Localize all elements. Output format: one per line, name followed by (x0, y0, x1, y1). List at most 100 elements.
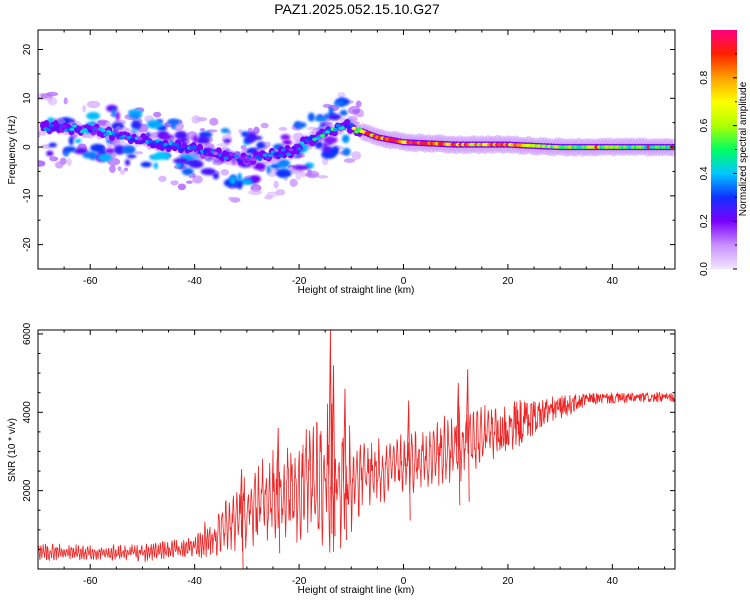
heatmap-noise-cell (283, 176, 289, 181)
heatmap-cell (171, 120, 176, 130)
heatmap-noise-cell (317, 175, 329, 179)
colorbar-tick-label: 0.4 (699, 166, 710, 180)
heatmap-noise-cell (153, 111, 162, 118)
spectrogram-x-axis-label: Height of straight line (km) (298, 285, 415, 296)
heatmap-ridge-core (223, 156, 229, 160)
heatmap-cell (333, 101, 345, 106)
heatmap-cell (237, 172, 242, 182)
heatmap-ridge-core (45, 128, 51, 132)
heatmap-cell (131, 120, 142, 130)
spectrogram-heatmap (38, 91, 675, 203)
heatmap-ridge-core (267, 153, 273, 158)
heatmap-noise-cell (216, 143, 230, 147)
spectrogram-x-tick-label: 0 (401, 276, 407, 287)
heatmap-cell (220, 128, 230, 134)
snr-plot-area (38, 330, 675, 569)
heatmap-cell (105, 148, 115, 154)
heatmap-noise-cell (253, 126, 260, 135)
snr-peak (276, 427, 281, 554)
heatmap-noise-cell (117, 166, 122, 172)
heatmap-ridge-core (100, 128, 106, 133)
heatmap-ridge-core (166, 144, 171, 149)
heatmap-ridge-core (301, 144, 307, 148)
heatmap-ridge-core (220, 153, 226, 158)
heatmap-ridge-core (158, 140, 164, 145)
heatmap-ridge-core (231, 158, 237, 162)
heatmap-cell (121, 145, 136, 155)
heatmap-noise-cell (248, 189, 263, 195)
heatmap-noise-cell (289, 178, 298, 187)
heatmap-noise-cell (322, 156, 329, 166)
heatmap-ridge-core (72, 124, 77, 128)
heatmap-noise-cell (63, 97, 68, 105)
spectrogram-y-axis-label: Frequency (Hz) (7, 116, 18, 185)
heatmap-cell (339, 109, 348, 116)
heatmap-ridge-core (320, 133, 326, 138)
snr-y-axis-label: SNR (10 * v/v) (7, 418, 18, 482)
heatmap-cell (181, 167, 194, 176)
heatmap-noise-cell (355, 100, 362, 108)
heatmap-cell (146, 119, 163, 129)
snr-frame (37, 329, 676, 570)
heatmap-noise-cell (66, 158, 72, 166)
heatmap-noise-cell (120, 170, 125, 175)
heatmap-noise-cell (273, 180, 279, 189)
heatmap-ridge-outer (43, 120, 50, 129)
heatmap-cell (140, 161, 152, 168)
heatmap-noise-cell (55, 161, 64, 169)
heatmap-ridge-core (257, 157, 263, 161)
heatmap-noise-cell (228, 196, 236, 201)
heatmap-ridge-core (351, 126, 357, 131)
heatmap-ridge-core (335, 123, 341, 128)
snr-x-tick-label: -20 (292, 576, 307, 587)
heatmap-ridge-core (202, 149, 208, 154)
heatmap-noise-cell (189, 175, 193, 179)
colorbar-tick-label: 0.0 (699, 262, 710, 276)
snr-x-tick-label: -40 (187, 576, 202, 587)
heatmap-noise-cell (38, 160, 46, 167)
heatmap-cell (229, 175, 237, 185)
heatmap-noise-cell (358, 113, 364, 118)
heatmap-noise-cell (109, 165, 116, 173)
heatmap-cell (200, 168, 216, 176)
heatmap-noise-cell (275, 189, 286, 196)
heatmap-cell (192, 135, 199, 144)
spectrogram-y-tick-label: 0 (22, 144, 33, 150)
snr-peak (456, 382, 461, 506)
heatmap-cell (236, 180, 243, 190)
heatmap-cell (341, 134, 350, 144)
heatmap-cell (212, 172, 220, 180)
heatmap-cell (68, 136, 74, 146)
snr-x-axis-label: Height of straight line (km) (298, 585, 415, 596)
heatmap-noise-cell (206, 129, 218, 133)
heatmap-ridge-core (192, 145, 198, 149)
heatmap-cell (322, 145, 333, 153)
heatmap-cell (111, 108, 117, 118)
snr-x-tick-label: 0 (401, 576, 407, 587)
heatmap-cell (63, 146, 77, 153)
heatmap-noise-cell (170, 180, 179, 186)
chart-title: PAZ1.2025.052.15.10.G27 (274, 1, 440, 17)
heatmap-noise-cell (45, 98, 53, 102)
snr-peak (406, 400, 411, 521)
heatmap-ridge-core (142, 137, 148, 142)
heatmap-ridge-core (262, 153, 268, 157)
heatmap-ridge-core (87, 129, 93, 133)
spectrogram-x-tick-label: -20 (292, 276, 307, 287)
heatmap-ridge-core (278, 153, 284, 158)
heatmap-noise-cell (186, 180, 193, 184)
snr-peak (239, 469, 244, 569)
heatmap-ridge-core (286, 152, 292, 157)
heatmap-cell (275, 170, 292, 177)
heatmap-noise-cell (278, 126, 288, 131)
heatmap-cell (332, 146, 339, 153)
heatmap-noise-cell (351, 109, 360, 114)
heatmap-cell (172, 158, 188, 164)
heatmap-ridge-core (348, 123, 354, 127)
heatmap-noise-cell (351, 151, 362, 160)
spectrogram-y-tick-label: -20 (22, 237, 33, 252)
colorbar-tick-label: 0.8 (699, 70, 710, 84)
heatmap-noise-cell (260, 122, 269, 129)
heatmap-cell (293, 165, 309, 171)
heatmap-noise-cell (86, 100, 101, 109)
